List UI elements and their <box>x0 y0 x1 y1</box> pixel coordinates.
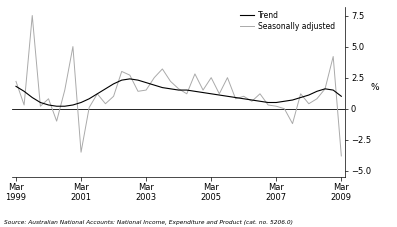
Legend: Trend, Seasonally adjusted: Trend, Seasonally adjusted <box>240 11 335 31</box>
Y-axis label: %: % <box>371 83 380 92</box>
Text: Source: Australian National Accounts: National Income, Expenditure and Product (: Source: Australian National Accounts: Na… <box>4 220 293 225</box>
